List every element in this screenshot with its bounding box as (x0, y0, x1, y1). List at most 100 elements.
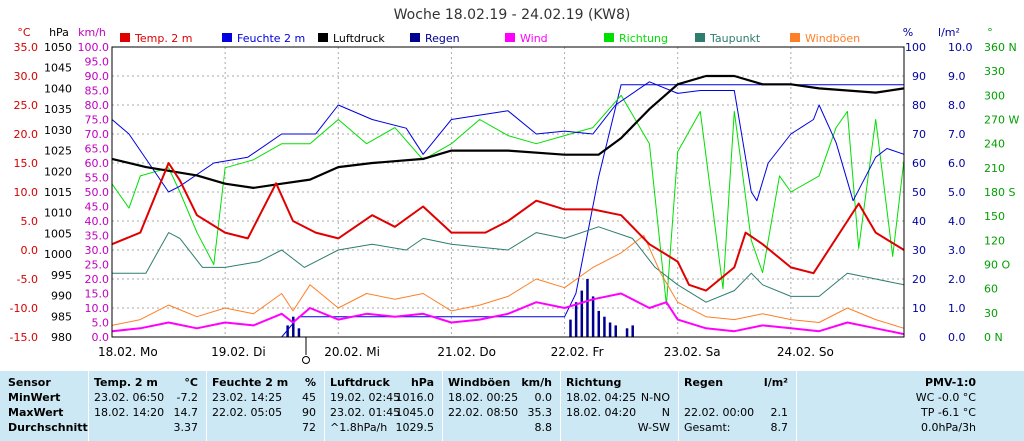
axis-tick-direction: 360 N (984, 41, 1017, 54)
axis-tick-rain: 5.0 (948, 186, 966, 199)
axis-tick-humidity: 40 (912, 215, 926, 228)
rain-bar (614, 325, 617, 337)
axis-tick-wind: 25.0 (85, 259, 110, 272)
day-label: 18.02. Mo (98, 345, 158, 359)
axis-tick-wind: 70.0 (85, 128, 110, 141)
series-line-temp (111, 162, 905, 292)
stats-humidity-min-value: 45 (302, 391, 316, 404)
rain-bar (297, 328, 301, 337)
day-label: 24.02. So (777, 345, 834, 359)
stats-humidity-avg-value: 72 (302, 421, 316, 434)
axis-tick-pressure: 1000 (44, 248, 72, 261)
legend-swatch (790, 33, 800, 42)
rain-bar (292, 316, 295, 337)
rain-bar (631, 325, 634, 337)
series-line-temp (112, 226, 905, 303)
axis-tick-direction: 240 (984, 138, 1005, 151)
axis-tick-temp: -10.0 (10, 302, 38, 315)
rain-bar (603, 316, 606, 337)
stats-col-pmv: PMV-1:0 WC -0.0 °C TP -6.1 °C 0.0hPa/3h (797, 371, 1024, 441)
stats-col-direction: Richtung 18.02. 04:25 N-NO 18.02. 04:20 … (561, 371, 678, 441)
axis-unit-rain: l/m² (938, 26, 960, 39)
stats-row-label-max: MaxWert (8, 406, 64, 419)
axis-tick-wind: 5.0 (92, 317, 110, 330)
stats-sensor-header: Sensor (8, 376, 51, 389)
stats-rain-unit: l/m² (763, 376, 788, 389)
axis-tick-wind: 90.0 (85, 70, 110, 83)
axis-tick-humidity: 50 (912, 186, 926, 199)
stats-col-gusts: Windböen km/h 18.02. 00:25 0.0 22.02. 08… (443, 371, 560, 441)
axis-tick-wind: 100.0 (78, 41, 110, 54)
axis-tick-pressure: 990 (51, 290, 72, 303)
axis-tick-temp: -15.0 (10, 331, 38, 344)
series-layer (111, 74, 905, 338)
axis-tick-direction: 0 N (984, 331, 1003, 344)
rain-bar (586, 279, 589, 337)
axis-tick-rain: 8.0 (948, 99, 966, 112)
axis-tick-temp: 35.0 (14, 41, 39, 54)
day-label: 21.02. Do (437, 345, 496, 359)
axis-tick-pressure: 1015 (44, 186, 72, 199)
axis-unit-humidity: % (903, 26, 913, 39)
plot-frame (111, 46, 905, 338)
axis-tick-humidity: 70 (912, 128, 926, 141)
axis-tick-temp: 15.0 (14, 157, 39, 170)
day-label: 19.02. Di (211, 345, 266, 359)
stats-gusts-avg-value: 8.8 (534, 421, 553, 434)
chart-title: Woche 18.02.19 - 24.02.19 (KW8) (394, 7, 631, 23)
stats-gusts-min-value: 0.0 (534, 391, 553, 404)
stats-pressure-trend: ^1.8hPa/h (330, 421, 388, 434)
axis-tick-wind: 35.0 (85, 230, 110, 243)
axis-unit-wind: km/h (78, 26, 106, 39)
axis-tick-rain: 0.0 (948, 331, 966, 344)
day-label: 23.02. Sa (664, 345, 721, 359)
stats-gusts-min-date: 18.02. 00:25 (448, 391, 519, 404)
axis-tick-wind: 45.0 (85, 201, 110, 214)
stats-humidity-title: Feuchte 2 m (212, 376, 289, 389)
axis-tick-wind: 60.0 (85, 157, 110, 170)
rain-bar (580, 290, 584, 337)
legend-label: Luftdruck (333, 32, 385, 45)
legend-swatch (410, 33, 420, 42)
stats-col-temp: Temp. 2 m °C 23.02. 06:50 -7.2 18.02. 14… (89, 371, 206, 441)
axis-tick-pressure: 1025 (44, 145, 72, 158)
stats-pmv-line-1: WC -0.0 °C (915, 391, 976, 404)
stats-direction-avg-value: W-SW (637, 421, 670, 434)
legend-label: Feuchte 2 m (237, 32, 305, 45)
axis-tick-pressure: 1035 (44, 103, 72, 116)
axis-tick-wind: 65.0 (85, 143, 110, 156)
axis-tick-rain: 9.0 (948, 70, 966, 83)
axis-tick-pressure: 1045 (44, 62, 72, 75)
rain-bar (569, 319, 572, 337)
cursor-marker (302, 337, 310, 364)
stats-temp-avg-value: 3.37 (173, 421, 199, 434)
axis-tick-pressure: 985 (51, 310, 72, 323)
legend-label: Temp. 2 m (134, 32, 193, 45)
legend: Temp. 2 m Feuchte 2 m Luftdruck Regen Wind Ri… (120, 32, 860, 45)
axis-tick-temp: 0.0 (21, 244, 39, 257)
axis-tick-wind: 80.0 (85, 99, 110, 112)
day-label: 20.02. Mi (324, 345, 380, 359)
stats-gusts-unit: km/h (521, 376, 552, 389)
series-line-direction (111, 94, 905, 306)
axis-tick-wind: 50.0 (85, 186, 110, 199)
stats-direction-title: Richtung (566, 376, 622, 389)
axis-tick-wind: 55.0 (85, 172, 110, 185)
stats-pmv-title: PMV-1:0 (925, 376, 976, 389)
series-line-wind (111, 235, 905, 329)
series-line-pressure (111, 74, 905, 189)
stats-temp-max-date: 18.02. 14:20 (94, 406, 165, 419)
rain-bar (597, 310, 601, 337)
legend-swatch (222, 33, 232, 42)
stats-temp-unit: °C (184, 376, 198, 389)
axes-layer: 35.030.025.020.015.010.05.00.0-5.0-10.0-… (10, 26, 1020, 359)
stats-col-pressure: Luftdruck hPa 19.02. 02:45 1016.0 23.02.… (325, 371, 442, 441)
axis-tick-direction: 270 W (984, 114, 1019, 127)
stats-gusts-max-value: 35.3 (527, 406, 553, 419)
stats-pressure-max-value: 1045.0 (395, 406, 435, 419)
legend-label: Regen (425, 32, 460, 45)
axis-tick-wind: 15.0 (85, 288, 110, 301)
axis-tick-pressure: 1050 (44, 41, 72, 54)
stats-pressure-min-date: 19.02. 02:45 (330, 391, 401, 404)
axis-tick-humidity: 90 (912, 70, 926, 83)
